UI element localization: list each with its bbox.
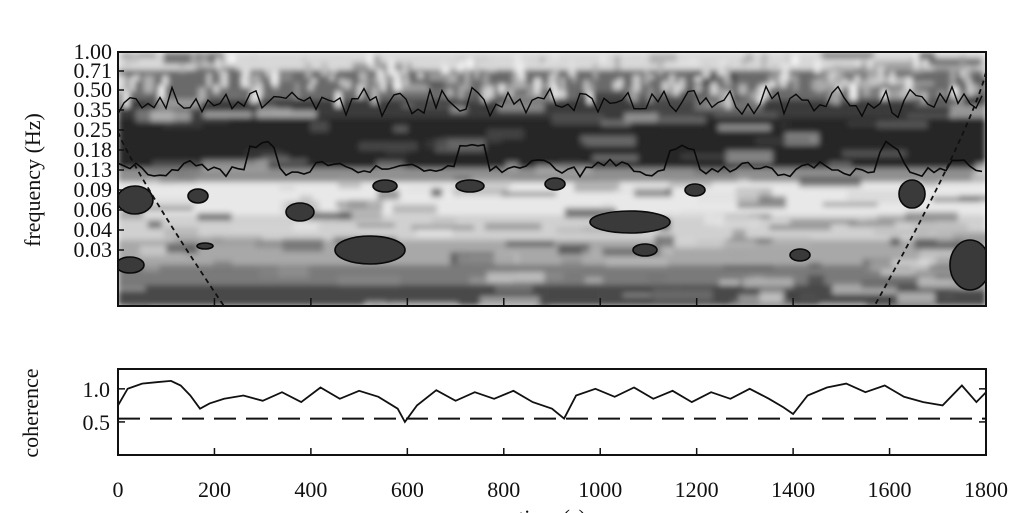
- x-tick-label: 200: [198, 477, 231, 502]
- power-contour: [118, 256, 145, 274]
- spectrogram-ylabel: frequency (Hz): [20, 113, 45, 247]
- spectrogram-panel: 1.000.710.500.350.250.180.130.090.060.04…: [20, 39, 987, 307]
- spectrogram-y-ticks: 1.000.710.500.350.250.180.130.090.060.04…: [74, 39, 124, 262]
- coherence-frame: [117, 368, 987, 456]
- power-contour: [455, 179, 485, 193]
- coherence-ticks: 0 200 400 600 800 1000 1200 1400 1600 1800 1.0 0.5: [83, 377, 1009, 502]
- spectrogram-x-ticks: [117, 298, 987, 306]
- x-tick-label: 1600: [868, 477, 912, 502]
- power-contour: [589, 210, 671, 234]
- x-tick-label: 400: [294, 477, 327, 502]
- x-tick-label: 1000: [578, 477, 622, 502]
- y-tick-label: 0.18: [74, 137, 113, 162]
- power-contour: [372, 179, 398, 193]
- power-contour: [684, 183, 706, 197]
- x-tick-label: 800: [487, 477, 520, 502]
- x-tick-label: 1200: [675, 477, 719, 502]
- y-tick-label: 0.04: [74, 217, 113, 242]
- power-contour: [334, 235, 406, 265]
- x-tick-label: 600: [391, 477, 424, 502]
- y-tick-label: 0.09: [74, 177, 113, 202]
- y-tick-label: 0.13: [74, 157, 113, 182]
- y-tick-label: 0.03: [74, 237, 113, 262]
- y-tick-label: 0.50: [74, 77, 113, 102]
- coherence-series-line: [117, 379, 987, 424]
- power-contour: [949, 239, 986, 291]
- power-contour: [118, 185, 154, 215]
- cone-of-influence: [118, 71, 986, 306]
- power-contour: [187, 188, 209, 204]
- power-contour: [898, 179, 926, 209]
- y-tick-label: 0.06: [74, 197, 113, 222]
- y-tick-label: 1.0: [83, 377, 111, 402]
- power-contour: [789, 248, 811, 262]
- spectrogram-image: [118, 52, 986, 306]
- x-tick-label: 1400: [771, 477, 815, 502]
- power-contour: [118, 140, 983, 179]
- power-contour: [285, 202, 315, 222]
- power-contour: [118, 84, 983, 119]
- y-tick-label: 1.00: [74, 39, 113, 64]
- coherence-ylabel: coherence: [18, 368, 43, 457]
- spectrogram-frame: [117, 51, 987, 307]
- power-contour: [544, 177, 566, 191]
- y-tick-label: 0.25: [74, 117, 113, 142]
- y-tick-label: 0.35: [74, 97, 113, 122]
- power-contour: [632, 243, 658, 257]
- y-tick-label: 0.5: [83, 410, 111, 435]
- power-contour: [196, 242, 214, 250]
- x-tick-label: 0: [113, 477, 124, 502]
- x-tick-label: 1800: [964, 477, 1008, 502]
- coherence-panel: 0 200 400 600 800 1000 1200 1400 1600 18001.00.5 …: [18, 368, 1008, 513]
- coherence-xlabel: time (s): [518, 505, 586, 513]
- y-tick-label: 0.71: [74, 58, 113, 83]
